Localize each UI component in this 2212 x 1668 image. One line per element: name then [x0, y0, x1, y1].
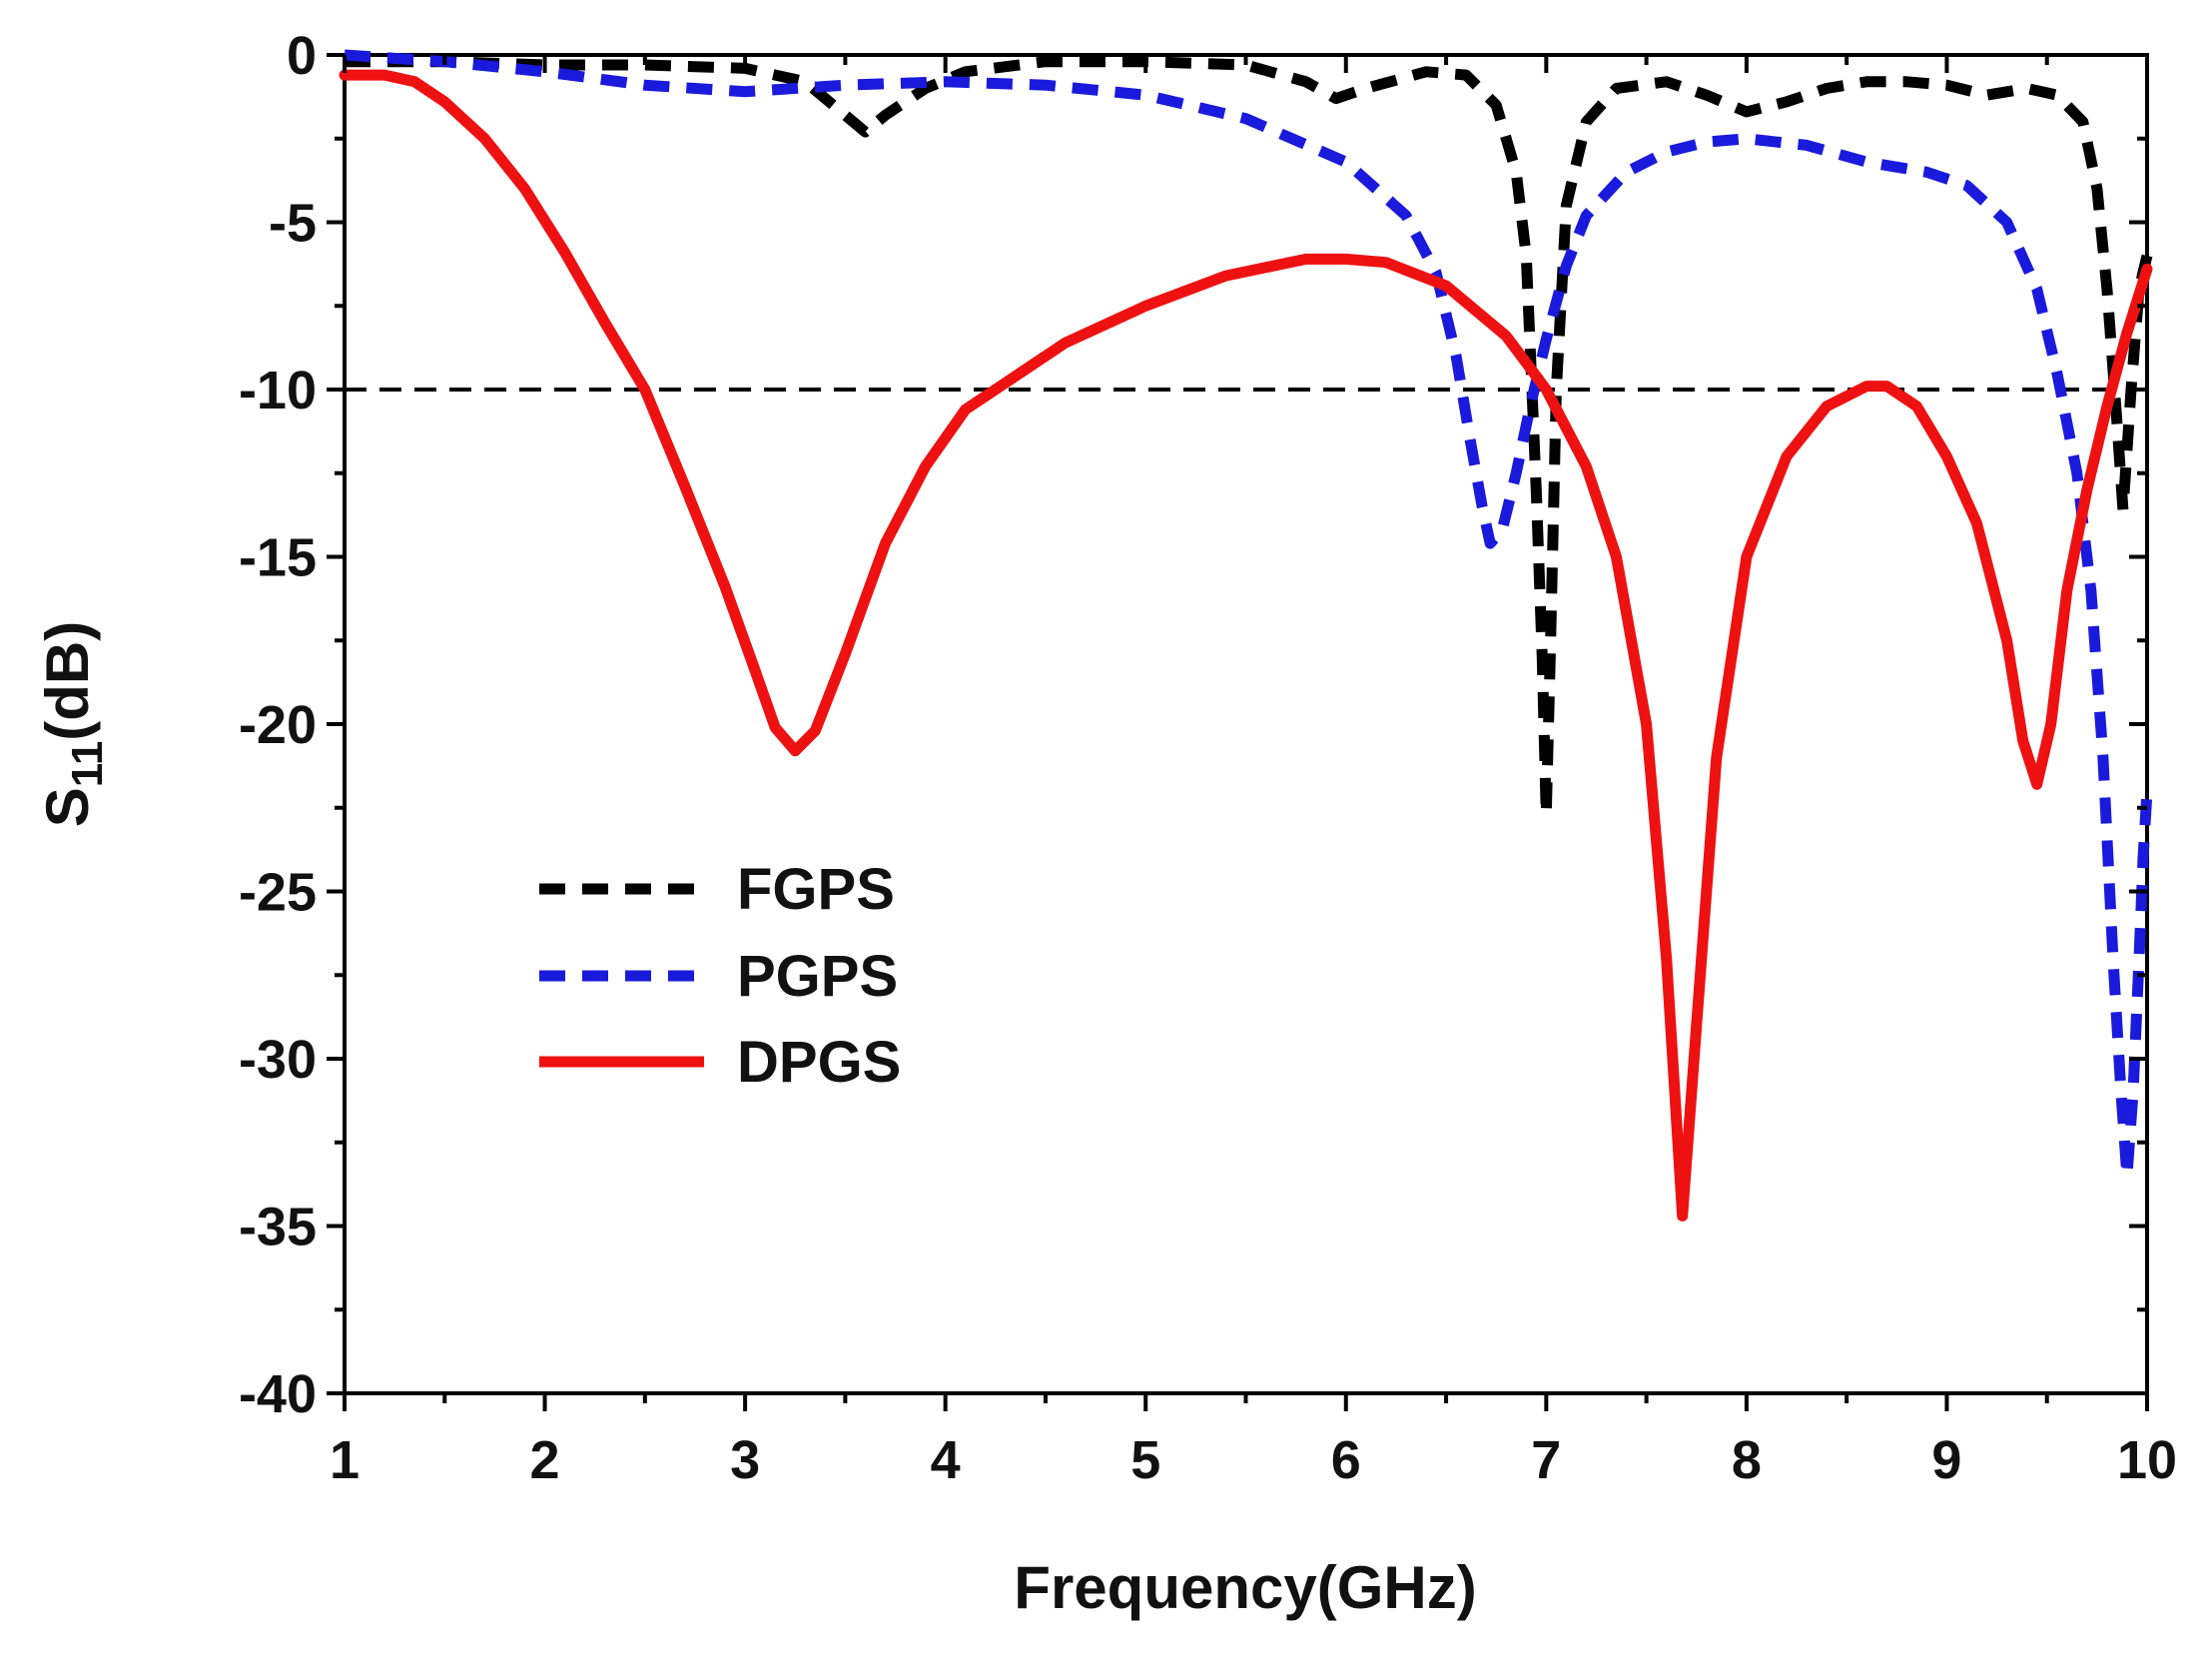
x-tick-label: 6: [1331, 1430, 1361, 1490]
series-line-pgps: [344, 49, 2153, 1182]
x-tick-label: 7: [1531, 1430, 1561, 1490]
x-tick-label: 1: [330, 1430, 360, 1490]
y-tick-label: -30: [239, 1030, 317, 1090]
legend-label-pgps: PGPS: [737, 944, 898, 1009]
x-tick-label: 9: [1931, 1430, 1961, 1490]
y-tick-label: -25: [239, 863, 317, 923]
series-layer: [339, 49, 2153, 1222]
plot-frame: [343, 53, 2149, 1395]
y-axis-title-base: S: [34, 787, 101, 827]
x-tick-label: 4: [931, 1430, 961, 1490]
y-tick-label: -40: [239, 1364, 317, 1424]
x-tick-label: 8: [1732, 1430, 1762, 1490]
legend-label-fgps: FGPS: [737, 857, 895, 922]
x-tick-label: 5: [1130, 1430, 1160, 1490]
series-line-fgps: [345, 56, 2153, 820]
y-tick-label: -35: [239, 1198, 317, 1257]
x-tick-label: 10: [2117, 1430, 2177, 1490]
x-axis-title: Frequency(GHz): [1014, 1554, 1476, 1621]
tick-layer: [327, 53, 2149, 1411]
y-tick-label: -5: [269, 194, 317, 254]
y-axis-title: S11(dB): [34, 621, 112, 828]
x-tick-label: 3: [730, 1430, 760, 1490]
series-line-dpgs: [339, 69, 2153, 1222]
y-tick-label: -15: [239, 528, 317, 588]
legend-label-dpgs: DPGS: [737, 1030, 901, 1095]
y-axis-title-subscript: 11: [63, 741, 112, 788]
x-tick-label: 2: [530, 1430, 560, 1490]
y-tick-label: -20: [239, 695, 317, 755]
y-tick-label: -10: [239, 361, 317, 420]
tick-label-layer: 1 2 3 4 5 6 7 8 9 10 0 -5 -10 -15 -20 -25 -30 -35 -40: [239, 26, 2177, 1490]
y-tick-label: 0: [287, 26, 317, 86]
y-axis-title-suffix: (dB): [34, 621, 101, 741]
legend: FGPS PGPS DPGS: [539, 857, 901, 1095]
